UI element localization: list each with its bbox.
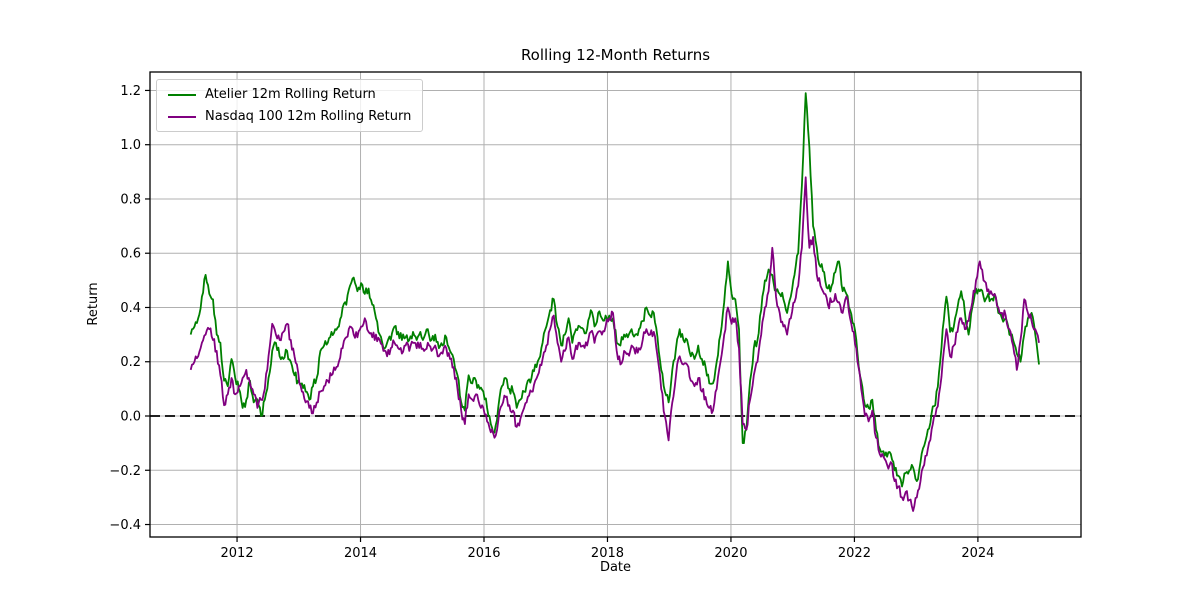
series-line-nasdaq [189,176,1040,512]
x-tick-label: 2020 [714,546,747,561]
y-tick-label: 0.2 [120,355,141,370]
y-tick-label: −0.2 [109,464,141,479]
legend-line-swatch-nasdaq [168,115,196,118]
y-axis-label: Return [85,282,101,326]
y-tick-label: −0.4 [109,518,141,533]
y-tick-label: 1.2 [120,84,141,99]
legend-label-nasdaq: Nasdaq 100 12m Rolling Return [205,109,412,124]
x-axis-label: Date [599,560,632,575]
x-tick-label: 2022 [838,546,871,561]
y-tick-label: 0.8 [120,192,141,207]
x-tick-label: 2012 [221,546,254,561]
axes-border [149,71,1082,538]
chart-title: Rolling 12-Month Returns [520,46,711,64]
series-line-atelier [189,92,1040,488]
legend-item-nasdaq: Nasdaq 100 12m Rolling Return [168,109,411,124]
legend-item-atelier: Atelier 12m Rolling Return [168,87,411,102]
x-tick-label: 2016 [467,546,500,561]
x-tick-label: 2014 [344,546,377,561]
x-tick-label: 2018 [591,546,624,561]
y-tick-label: 0.6 [120,247,141,262]
x-tick-label: 2024 [961,546,994,561]
y-tick-label: 0.0 [120,410,141,425]
legend: Atelier 12m Rolling Return Nasdaq 100 12… [156,79,424,132]
y-tick-label: 0.4 [120,301,141,316]
y-tick-label: 1.0 [120,138,141,153]
legend-label-atelier: Atelier 12m Rolling Return [205,87,376,102]
legend-line-swatch-atelier [168,93,196,96]
